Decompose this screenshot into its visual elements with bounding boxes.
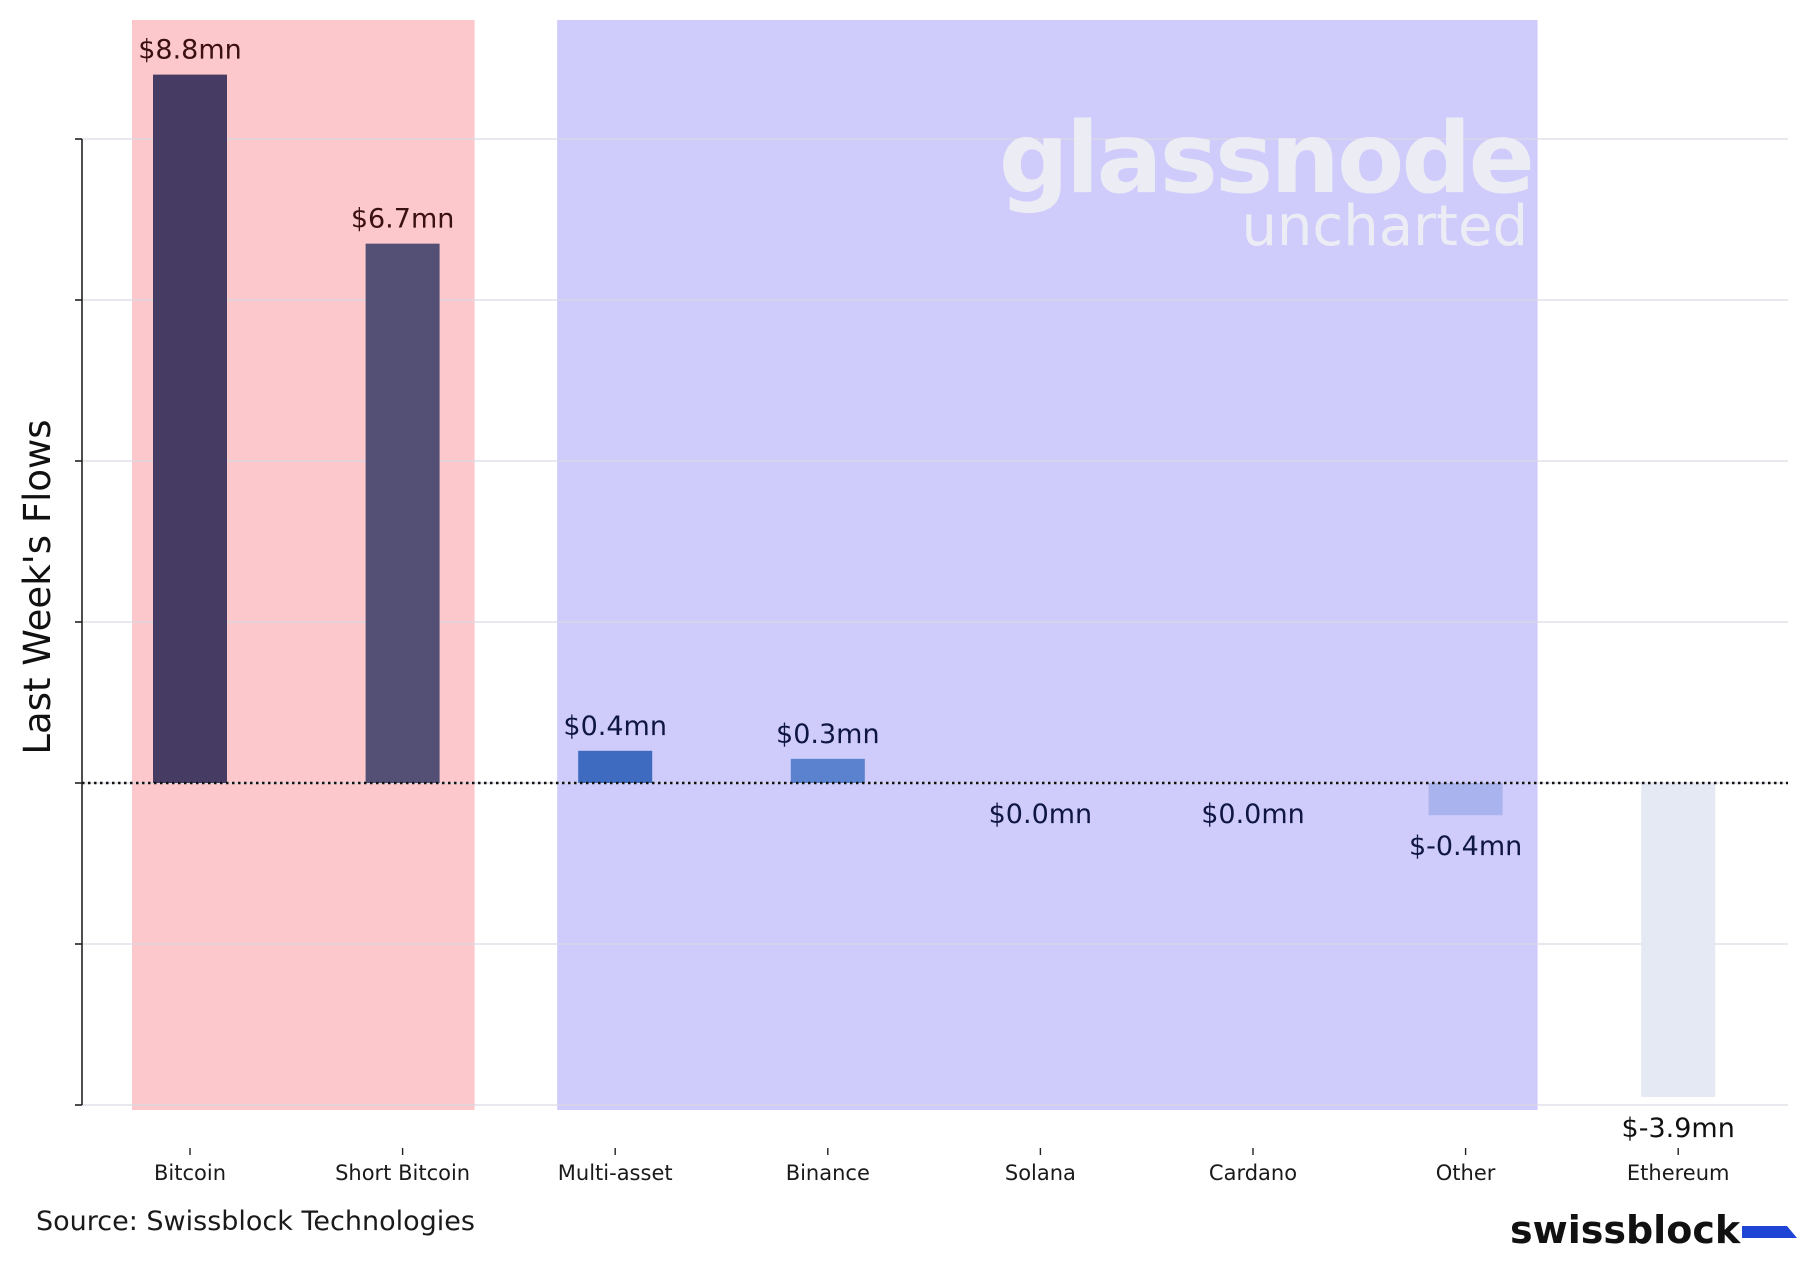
bar-short-bitcoin — [365, 243, 440, 783]
watermark-glassnode: glassnode — [999, 102, 1532, 216]
swissblock-logo-text: swissblock — [1510, 1208, 1741, 1252]
data-label: $6.7mn — [351, 204, 455, 235]
y-axis-label: Last Week's Flows — [16, 419, 59, 754]
bar-bitcoin — [153, 74, 227, 784]
x-tick-label: Binance — [786, 1161, 870, 1185]
y-axis — [75, 138, 83, 1106]
x-tick-label: Multi-asset — [558, 1161, 673, 1185]
bar-ethereum — [1641, 783, 1716, 1097]
data-label: $8.8mn — [138, 35, 242, 66]
x-axis: Bitcoin Short Bitcoin Multi-asset Binance So… — [154, 1148, 1730, 1185]
data-label: $0.3mn — [776, 719, 880, 750]
swissblock-logo-icon — [1742, 1226, 1797, 1238]
watermark: glassnode uncharted — [999, 102, 1535, 259]
x-tick-label: Bitcoin — [154, 1161, 226, 1185]
bar-multi-asset — [578, 750, 653, 783]
highlight-bands — [132, 20, 1538, 1110]
data-label: $-0.4mn — [1409, 831, 1522, 862]
data-label: $0.0mn — [989, 799, 1093, 830]
data-label: $0.0mn — [1201, 799, 1305, 830]
x-tick-label: Short Bitcoin — [335, 1161, 470, 1185]
data-labels: $8.8mn $6.7mn $0.4mn $0.3mn $0.0mn $0.0mn $-0.… — [138, 35, 1735, 1144]
source-note: Source: Swissblock Technologies — [36, 1206, 475, 1237]
x-tick-label: Solana — [1005, 1161, 1076, 1185]
bar-other — [1428, 783, 1503, 816]
bar-binance — [790, 758, 865, 783]
bars — [153, 74, 1716, 1097]
x-tick-label: Cardano — [1209, 1161, 1297, 1185]
x-tick-label: Ethereum — [1627, 1161, 1730, 1185]
x-tick-label: Other — [1436, 1161, 1496, 1185]
watermark-uncharted: uncharted — [1241, 194, 1528, 259]
data-label: $0.4mn — [563, 711, 667, 742]
highlight-band-2 — [557, 20, 1538, 1110]
data-label: $-3.9mn — [1622, 1113, 1735, 1144]
